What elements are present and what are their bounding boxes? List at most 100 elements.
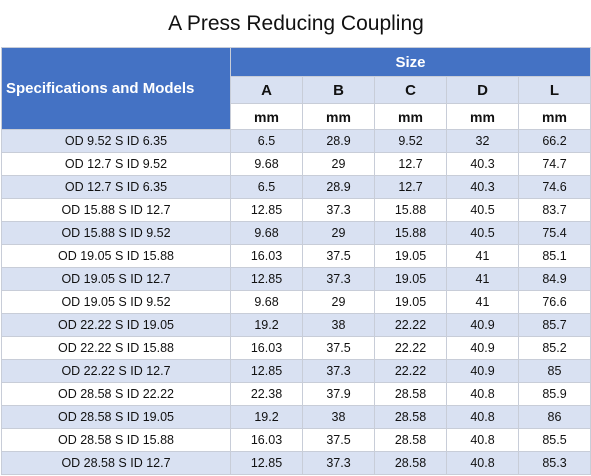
table-row: OD 9.52 S ID 6.35 6.5 28.9 9.52 32 66.2: [1, 129, 591, 153]
a-value-cell[interactable]: 12.85: [230, 267, 303, 291]
d-value-cell[interactable]: 40.3: [446, 152, 519, 176]
spec-cell[interactable]: OD 15.88 S ID 12.7: [1, 198, 231, 222]
l-value-cell[interactable]: 85.1: [518, 244, 591, 268]
a-value-cell[interactable]: 9.68: [230, 290, 303, 314]
l-value-cell[interactable]: 75.4: [518, 221, 591, 245]
table-row: OD 12.7 S ID 9.52 9.68 29 12.7 40.3 74.7: [1, 152, 591, 176]
b-value-cell[interactable]: 37.3: [302, 451, 375, 475]
d-value-cell[interactable]: 40.5: [446, 198, 519, 222]
l-value-cell[interactable]: 76.6: [518, 290, 591, 314]
d-value-cell[interactable]: 40.8: [446, 405, 519, 429]
d-value-cell[interactable]: 40.8: [446, 428, 519, 452]
l-value-cell[interactable]: 85.2: [518, 336, 591, 360]
l-value-cell[interactable]: 85: [518, 359, 591, 383]
column-header-l: L: [518, 76, 591, 104]
column-header-c: C: [374, 76, 447, 104]
spec-cell[interactable]: OD 28.58 S ID 15.88: [1, 428, 231, 452]
b-value-cell[interactable]: 37.3: [302, 359, 375, 383]
b-value-cell[interactable]: 37.5: [302, 244, 375, 268]
c-value-cell[interactable]: 22.22: [374, 313, 447, 337]
a-value-cell[interactable]: 16.03: [230, 244, 303, 268]
table-row: OD 22.22 S ID 12.7 12.85 37.3 22.22 40.9 85: [1, 359, 591, 383]
c-value-cell[interactable]: 19.05: [374, 267, 447, 291]
spec-cell[interactable]: OD 22.22 S ID 12.7: [1, 359, 231, 383]
c-value-cell[interactable]: 15.88: [374, 198, 447, 222]
a-value-cell[interactable]: 6.5: [230, 175, 303, 199]
c-value-cell[interactable]: 22.22: [374, 359, 447, 383]
a-value-cell[interactable]: 12.85: [230, 451, 303, 475]
spec-cell[interactable]: OD 22.22 S ID 15.88: [1, 336, 231, 360]
l-value-cell[interactable]: 85.3: [518, 451, 591, 475]
l-value-cell[interactable]: 74.6: [518, 175, 591, 199]
spec-cell[interactable]: OD 28.58 S ID 22.22: [1, 382, 231, 406]
d-value-cell[interactable]: 41: [446, 267, 519, 291]
l-value-cell[interactable]: 83.7: [518, 198, 591, 222]
unit-label-d: mm: [446, 103, 519, 130]
b-value-cell[interactable]: 37.5: [302, 428, 375, 452]
l-value-cell[interactable]: 84.9: [518, 267, 591, 291]
l-value-cell[interactable]: 85.5: [518, 428, 591, 452]
spec-cell[interactable]: OD 19.05 S ID 15.88: [1, 244, 231, 268]
d-value-cell[interactable]: 40.8: [446, 382, 519, 406]
spec-cell[interactable]: OD 28.58 S ID 12.7: [1, 451, 231, 475]
column-header-b: B: [302, 76, 375, 104]
d-value-cell[interactable]: 40.5: [446, 221, 519, 245]
d-value-cell[interactable]: 40.9: [446, 313, 519, 337]
c-value-cell[interactable]: 19.05: [374, 244, 447, 268]
a-value-cell[interactable]: 12.85: [230, 198, 303, 222]
c-value-cell[interactable]: 12.7: [374, 152, 447, 176]
b-value-cell[interactable]: 29: [302, 152, 375, 176]
a-value-cell[interactable]: 16.03: [230, 428, 303, 452]
spec-cell[interactable]: OD 15.88 S ID 9.52: [1, 221, 231, 245]
l-value-cell[interactable]: 85.7: [518, 313, 591, 337]
table-title: A Press Reducing Coupling: [1, 0, 591, 48]
a-value-cell[interactable]: 19.2: [230, 313, 303, 337]
spec-cell[interactable]: OD 19.05 S ID 9.52: [1, 290, 231, 314]
l-value-cell[interactable]: 86: [518, 405, 591, 429]
d-value-cell[interactable]: 40.3: [446, 175, 519, 199]
b-value-cell[interactable]: 37.3: [302, 198, 375, 222]
b-value-cell[interactable]: 29: [302, 221, 375, 245]
d-value-cell[interactable]: 32: [446, 129, 519, 153]
l-value-cell[interactable]: 85.9: [518, 382, 591, 406]
d-value-cell[interactable]: 41: [446, 290, 519, 314]
a-value-cell[interactable]: 12.85: [230, 359, 303, 383]
d-value-cell[interactable]: 41: [446, 244, 519, 268]
l-value-cell[interactable]: 74.7: [518, 152, 591, 176]
b-value-cell[interactable]: 29: [302, 290, 375, 314]
table-row: OD 19.05 S ID 15.88 16.03 37.5 19.05 41 85.1: [1, 244, 591, 268]
d-value-cell[interactable]: 40.9: [446, 359, 519, 383]
a-value-cell[interactable]: 6.5: [230, 129, 303, 153]
a-value-cell[interactable]: 19.2: [230, 405, 303, 429]
spec-cell[interactable]: OD 28.58 S ID 19.05: [1, 405, 231, 429]
c-value-cell[interactable]: 28.58: [374, 428, 447, 452]
b-value-cell[interactable]: 38: [302, 405, 375, 429]
c-value-cell[interactable]: 19.05: [374, 290, 447, 314]
c-value-cell[interactable]: 28.58: [374, 405, 447, 429]
b-value-cell[interactable]: 37.5: [302, 336, 375, 360]
a-value-cell[interactable]: 9.68: [230, 152, 303, 176]
c-value-cell[interactable]: 12.7: [374, 175, 447, 199]
b-value-cell[interactable]: 37.3: [302, 267, 375, 291]
unit-label-b: mm: [302, 103, 375, 130]
a-value-cell[interactable]: 9.68: [230, 221, 303, 245]
b-value-cell[interactable]: 37.9: [302, 382, 375, 406]
c-value-cell[interactable]: 22.22: [374, 336, 447, 360]
a-value-cell[interactable]: 16.03: [230, 336, 303, 360]
c-value-cell[interactable]: 15.88: [374, 221, 447, 245]
c-value-cell[interactable]: 28.58: [374, 382, 447, 406]
a-value-cell[interactable]: 22.38: [230, 382, 303, 406]
d-value-cell[interactable]: 40.9: [446, 336, 519, 360]
b-value-cell[interactable]: 28.9: [302, 129, 375, 153]
spec-cell[interactable]: OD 9.52 S ID 6.35: [1, 129, 231, 153]
l-value-cell[interactable]: 66.2: [518, 129, 591, 153]
spec-cell[interactable]: OD 19.05 S ID 12.7: [1, 267, 231, 291]
b-value-cell[interactable]: 28.9: [302, 175, 375, 199]
spec-cell[interactable]: OD 12.7 S ID 6.35: [1, 175, 231, 199]
c-value-cell[interactable]: 9.52: [374, 129, 447, 153]
d-value-cell[interactable]: 40.8: [446, 451, 519, 475]
spec-cell[interactable]: OD 12.7 S ID 9.52: [1, 152, 231, 176]
b-value-cell[interactable]: 38: [302, 313, 375, 337]
spec-cell[interactable]: OD 22.22 S ID 19.05: [1, 313, 231, 337]
c-value-cell[interactable]: 28.58: [374, 451, 447, 475]
